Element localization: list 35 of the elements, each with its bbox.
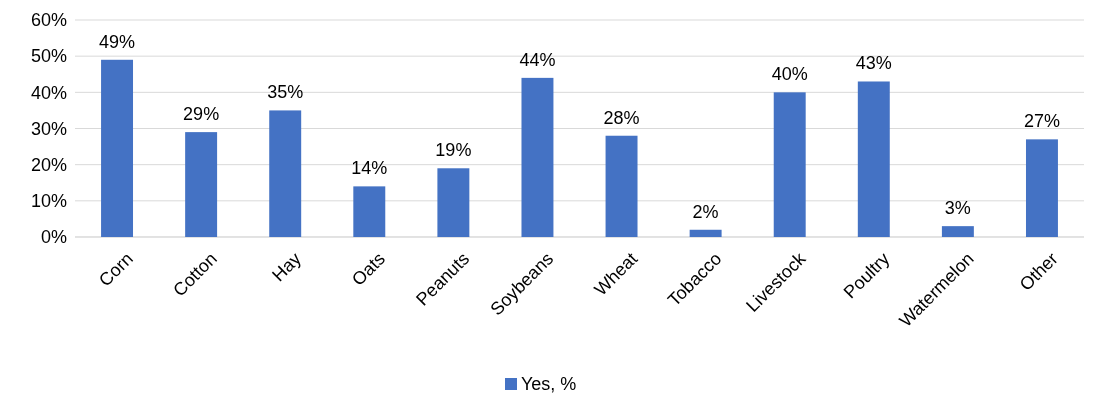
text: 29% xyxy=(183,104,220,125)
y-tick-label: 40% xyxy=(30,82,67,103)
y-tick-label: 60% xyxy=(30,10,67,31)
text: 35% xyxy=(267,82,304,103)
bar xyxy=(605,135,638,237)
bar xyxy=(941,226,974,237)
text: 43% xyxy=(855,53,892,74)
y-tick-label: 50% xyxy=(30,46,67,67)
y-tick-label: 10% xyxy=(30,191,67,212)
text: 19% xyxy=(435,140,472,161)
bar xyxy=(437,168,470,237)
y-tick-label: 0% xyxy=(40,227,67,248)
x-tick-label: Oats xyxy=(348,248,390,290)
text: 40% xyxy=(771,64,808,85)
text: 2% xyxy=(692,201,719,222)
legend-label: Yes, % xyxy=(521,374,577,395)
bar xyxy=(773,92,806,237)
bar xyxy=(689,229,722,237)
text: 27% xyxy=(1023,111,1060,132)
bar xyxy=(101,59,134,237)
bar xyxy=(521,77,554,237)
text: 49% xyxy=(99,31,136,52)
x-tick-label: Corn xyxy=(95,248,137,291)
bar xyxy=(857,81,890,237)
bar xyxy=(269,110,302,237)
bar xyxy=(1025,139,1058,237)
y-tick-label: 20% xyxy=(30,154,67,175)
text: 44% xyxy=(519,49,556,70)
x-tick-label: Hay xyxy=(268,248,305,286)
text: 14% xyxy=(351,158,388,179)
text: 28% xyxy=(603,107,640,128)
bar xyxy=(353,186,386,237)
y-tick-label: 30% xyxy=(30,118,67,139)
bar xyxy=(185,132,218,237)
text: 3% xyxy=(944,198,971,219)
